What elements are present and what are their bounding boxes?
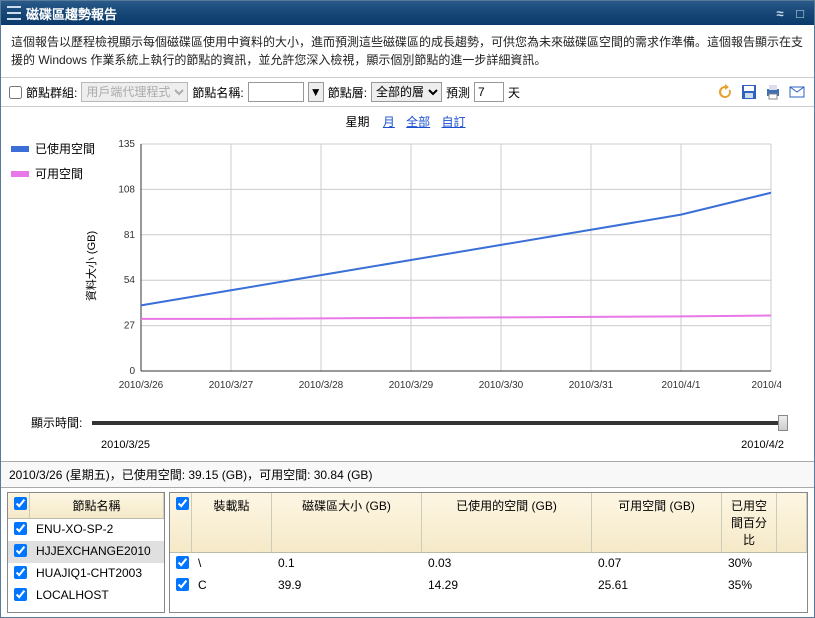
nodes-table: 節點名稱 ENU-XO-SP-2HJJEXCHANGE2010HUAJIQ1-C…	[7, 492, 165, 613]
refresh-icon[interactable]	[716, 83, 734, 101]
nodes-check-all[interactable]	[14, 497, 27, 510]
node-group-label: 節點群組:	[26, 84, 77, 101]
vol-h-size: 磁碟區大小 (GB)	[272, 493, 422, 552]
table-row[interactable]: ENU-XO-SP-2	[8, 519, 164, 541]
svg-text:2010/3/30: 2010/3/30	[479, 380, 524, 391]
legend-used-label: 已使用空間	[35, 140, 95, 157]
svg-text:2010/4/1: 2010/4/1	[662, 380, 701, 391]
vol-pct: 35%	[722, 575, 777, 597]
svg-text:54: 54	[124, 275, 136, 286]
vol-h-mount: 裝載點	[192, 493, 272, 552]
svg-text:135: 135	[118, 139, 135, 150]
nodes-header: 節點名稱	[30, 493, 164, 518]
svg-text:2010/3/29: 2010/3/29	[389, 380, 434, 391]
vol-mount: \	[192, 553, 272, 575]
legend-used-swatch	[11, 146, 29, 152]
vol-size: 39.9	[272, 575, 422, 597]
vol-h-pct: 已用空間百分比	[722, 493, 777, 552]
period-custom[interactable]: 自訂	[442, 115, 466, 129]
line-chart: 0 27 54 81 108 135 2010/3/26 2010/3/27 2010/3/28…	[101, 136, 781, 396]
period-links: 星期 月 全部 自訂	[1, 107, 814, 136]
svg-text:108: 108	[118, 184, 135, 195]
svg-text:27: 27	[124, 321, 136, 332]
node-tier-select[interactable]: 全部的層	[371, 82, 442, 102]
node-tier-label: 節點層:	[328, 84, 367, 101]
row-checkbox[interactable]	[14, 522, 27, 535]
slider-thumb[interactable]	[778, 415, 788, 431]
email-icon[interactable]	[788, 83, 806, 101]
node-name: LOCALHOST	[30, 585, 164, 607]
save-icon[interactable]	[740, 83, 758, 101]
row-checkbox[interactable]	[14, 588, 27, 601]
row-checkbox[interactable]	[176, 556, 189, 569]
node-name-input[interactable]	[248, 82, 304, 102]
row-checkbox[interactable]	[14, 544, 27, 557]
svg-text:2010/3/28: 2010/3/28	[299, 380, 344, 391]
period-month[interactable]: 月	[383, 115, 395, 129]
volumes-table: 裝載點 磁碟區大小 (GB) 已使用的空間 (GB) 可用空間 (GB) 已用空…	[169, 492, 808, 613]
row-checkbox[interactable]	[176, 578, 189, 591]
legend-free-swatch	[11, 171, 29, 177]
node-name: HUAJIQ1-CHT2003	[30, 563, 164, 585]
maximize-icon[interactable]: □	[792, 5, 808, 21]
table-row[interactable]: HUAJIQ1-CHT2003	[8, 563, 164, 585]
y-axis-label: 資料大小 (GB)	[83, 231, 99, 301]
print-icon[interactable]	[764, 83, 782, 101]
vol-free: 25.61	[592, 575, 722, 597]
status-bar: 2010/3/26 (星期五)，已使用空間: 39.15 (GB)，可用空間: …	[1, 461, 814, 488]
titlebar: 磁碟區趨勢報告 ≈ □	[1, 1, 814, 25]
node-group-select: 用戶端代理程式	[81, 82, 188, 102]
table-row[interactable]: \0.10.030.0730%	[170, 553, 807, 575]
node-name: ENU-XO-SP-2	[30, 519, 164, 541]
slider-start: 2010/3/25	[101, 439, 150, 451]
toolbar: 節點群組: 用戶端代理程式 節點名稱: ▼ 節點層: 全部的層 預測 天	[1, 77, 814, 107]
svg-text:2010/3/27: 2010/3/27	[209, 380, 254, 391]
node-group-checkbox[interactable]	[9, 86, 22, 99]
time-slider[interactable]	[92, 421, 784, 425]
volumes-check-all[interactable]	[176, 497, 189, 510]
table-row[interactable]: C39.914.2925.6135%	[170, 575, 807, 597]
svg-text:81: 81	[124, 230, 136, 241]
vol-size: 0.1	[272, 553, 422, 575]
vol-used: 14.29	[422, 575, 592, 597]
days-label: 天	[508, 84, 520, 101]
svg-text:2010/4/2: 2010/4/2	[752, 380, 781, 391]
slider-label: 顯示時間:	[31, 414, 82, 431]
table-row[interactable]: LOCALHOST	[8, 585, 164, 607]
vol-mount: C	[192, 575, 272, 597]
dropdown-icon[interactable]: ▼	[308, 82, 324, 102]
period-all[interactable]: 全部	[406, 115, 430, 129]
svg-text:2010/3/31: 2010/3/31	[569, 380, 614, 391]
vol-free: 0.07	[592, 553, 722, 575]
vol-h-used: 已使用的空間 (GB)	[422, 493, 592, 552]
forecast-label: 預測	[446, 84, 470, 101]
vol-used: 0.03	[422, 553, 592, 575]
svg-text:2010/3/26: 2010/3/26	[119, 380, 164, 391]
collapse-icon[interactable]: ≈	[772, 5, 788, 21]
window-title: 磁碟區趨勢報告	[26, 4, 117, 23]
node-name: HJJEXCHANGE2010	[30, 541, 164, 563]
vol-h-free: 可用空間 (GB)	[592, 493, 722, 552]
vol-pct: 30%	[722, 553, 777, 575]
svg-text:0: 0	[129, 366, 135, 377]
slider-end: 2010/4/2	[741, 439, 784, 451]
period-label: 星期	[345, 115, 369, 129]
row-checkbox[interactable]	[14, 566, 27, 579]
description-text: 這個報告以歷程檢視顯示每個磁碟區使用中資料的大小，進而預測這些磁碟區的成長趨勢，…	[1, 25, 814, 77]
node-name-label: 節點名稱:	[192, 84, 243, 101]
table-row[interactable]: HJJEXCHANGE2010	[8, 541, 164, 563]
report-icon	[7, 6, 21, 20]
legend-free-label: 可用空間	[35, 165, 83, 182]
forecast-input[interactable]	[474, 82, 504, 102]
